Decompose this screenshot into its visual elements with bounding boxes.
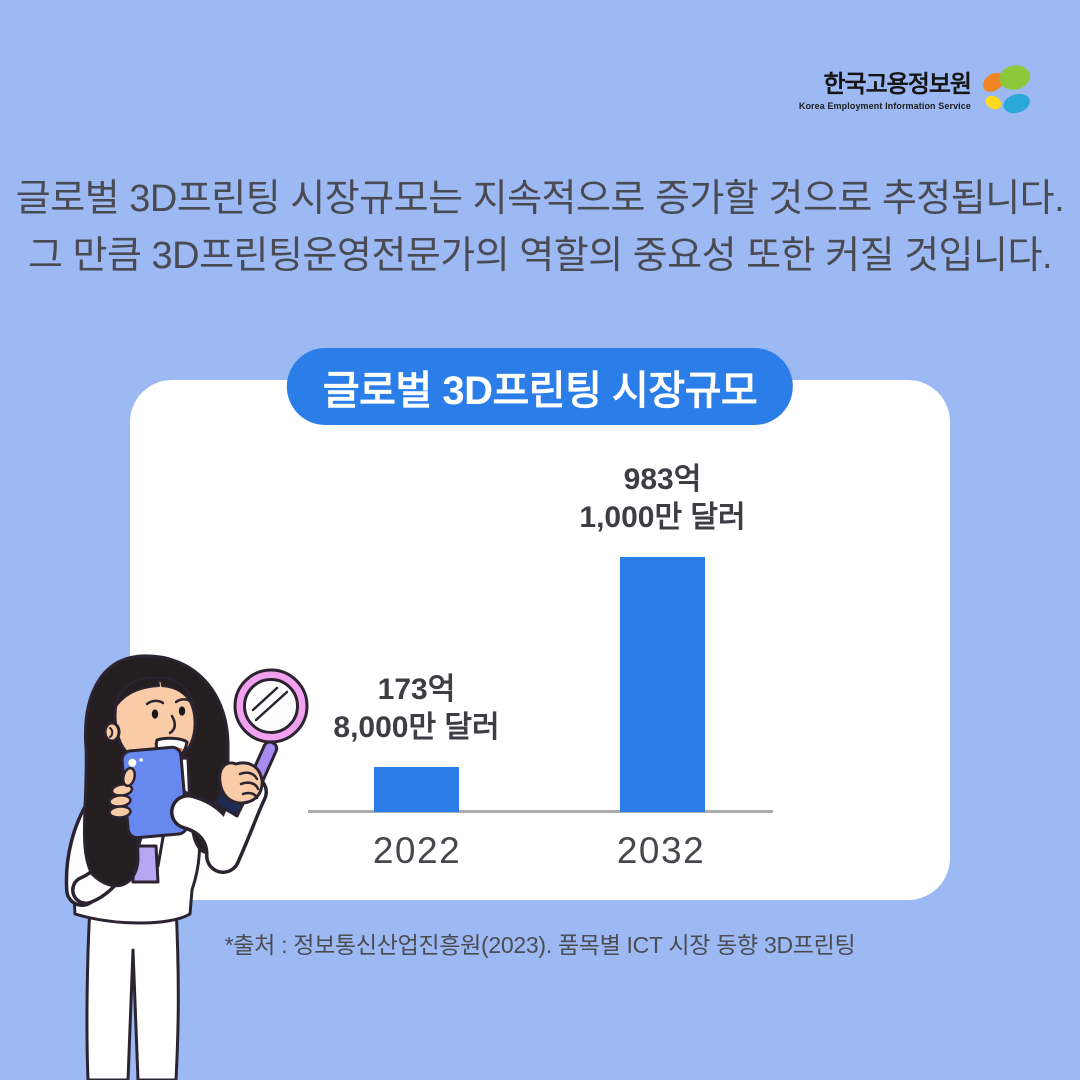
keis-butterfly-icon bbox=[982, 65, 1031, 114]
bangs bbox=[160, 677, 195, 709]
pants bbox=[85, 904, 180, 1080]
bar-column-2032: 983억 1,000만 달러 bbox=[579, 461, 746, 812]
chart-card bbox=[130, 380, 950, 900]
value-label-line: 1,000만 달러 bbox=[579, 501, 746, 534]
eye bbox=[151, 709, 159, 719]
source-citation: *출처 : 정보통신산업진흥원(2023). 품목별 ICT 시장 동향 3D프… bbox=[224, 932, 856, 958]
x-tick-2032: 2032 bbox=[616, 830, 706, 871]
value-label-2032: 983억 1,000만 달러 bbox=[579, 461, 745, 537]
eye bbox=[178, 706, 186, 716]
hand-fingers bbox=[108, 805, 132, 819]
intro-copy: 글로벌 3D프린팅 시장규모는 지속적으로 증가할 것으로 추정됩니다. 그 만… bbox=[0, 171, 1080, 285]
bar-column-2022: 173억 8,000만 달러 bbox=[333, 671, 500, 812]
value-label-line: 983억 bbox=[623, 463, 702, 496]
eyebrow bbox=[145, 699, 165, 706]
eyebrow bbox=[174, 698, 193, 704]
logo-title: 한국고용정보원 bbox=[823, 71, 972, 98]
chart-bar bbox=[374, 767, 459, 812]
magnifying-glass-icon bbox=[233, 668, 309, 744]
x-axis-line bbox=[308, 810, 773, 813]
value-label-line: 173억 bbox=[377, 673, 456, 706]
logo-subtitle: Korea Employment Information Service bbox=[798, 101, 971, 111]
keis-logo: 한국고용정보원 Korea Employment Information Ser… bbox=[799, 62, 1034, 120]
value-label-line: 8,000만 달러 bbox=[333, 711, 500, 744]
intro-line-2: 그 만큼 3D프린팅운영전문가의 역할의 중요성 또한 커질 것입니다. bbox=[28, 235, 1053, 277]
chart-title-badge: 글로벌 3D프린팅 시장규모 bbox=[286, 348, 794, 425]
keis-logo-text: 한국고용정보원 Korea Employment Information Ser… bbox=[798, 71, 972, 111]
nose bbox=[168, 714, 176, 735]
value-label-2022: 173억 8,000만 달러 bbox=[333, 671, 499, 747]
x-tick-2022: 2022 bbox=[372, 830, 462, 871]
bangs bbox=[114, 676, 160, 709]
researcher-illustration bbox=[64, 654, 309, 1080]
chart-bar bbox=[620, 557, 705, 812]
thumb bbox=[121, 766, 137, 788]
intro-line-1: 글로벌 3D프린팅 시장규모는 지속적으로 증가할 것으로 추정됩니다. bbox=[15, 178, 1065, 220]
